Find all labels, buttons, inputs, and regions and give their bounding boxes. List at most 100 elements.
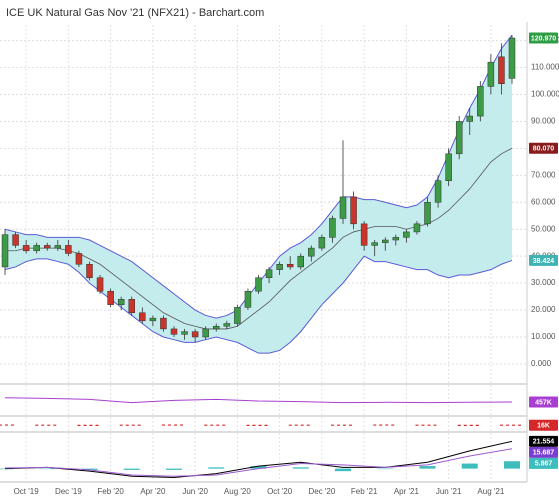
price-tag [529,446,558,458]
y-tick-label: 50.000 [531,224,556,233]
candle-body [286,264,294,268]
candle-body [96,277,104,292]
histogram-bar [39,468,56,470]
candle-body [487,61,495,87]
indicator-line [4,397,513,404]
x-tick-label: Jun '20 [182,487,208,496]
candle-body [297,255,304,268]
candle-body [107,290,114,305]
candle-body [434,180,442,203]
candle-body [191,331,199,338]
histogram-bar [461,463,478,469]
y-tick-label: 10.000 [531,332,556,341]
candle-body [202,328,209,338]
price-tag [529,142,558,154]
macd-line [4,440,513,478]
candle-body [213,325,220,330]
candle-body [12,234,19,246]
candle-body [403,231,410,238]
x-tick-label: Aug '21 [477,487,504,496]
price-tag [529,457,558,469]
candle-body [371,242,378,246]
candle-body [170,328,178,335]
x-tick-label: Feb '21 [351,487,378,496]
y-tick-label: 30.000 [531,278,556,287]
histogram-bar [166,468,182,470]
candle-body [498,56,505,84]
x-tick-label: Oct '19 [14,487,40,496]
price-tag-label: 21.554 [533,439,555,446]
band-line [4,255,513,354]
price-tag [529,32,558,44]
candle-body [149,317,157,322]
candle-body [65,245,72,254]
y-tick-label: 90.000 [531,117,556,126]
candle-body [445,153,452,181]
price-tag-label: 15.687 [533,450,555,457]
price-tag [529,419,558,431]
y-tick-label: 0.000 [531,359,552,368]
y-tick-label: 60.000 [531,197,556,206]
candle-body [128,299,135,314]
histogram-bar [81,468,98,470]
candle-body [44,245,51,249]
candle-body [181,331,188,335]
x-tick-label: Oct '20 [267,487,293,496]
price-tag-label: 80.070 [533,146,555,153]
candle-body [413,223,421,233]
candle-body [360,223,368,246]
candle-body [466,115,473,122]
candle-body [265,269,273,278]
candle-body [139,312,146,322]
candle-body [244,290,252,308]
candle-body [223,323,231,327]
x-tick-label: Feb '20 [97,487,124,496]
candle-body [234,307,241,324]
price-tag-label: 120.970 [531,35,556,42]
band-fill [5,35,512,354]
x-tick-label: Aug '20 [224,487,251,496]
candle-body [75,253,83,265]
candle-body [329,218,336,238]
price-tag-label: 16K [537,423,550,430]
histogram-bar [208,467,225,469]
y-tick-label: 100.000 [531,90,559,99]
x-tick-label: Dec '20 [308,487,335,496]
candle-body [276,264,283,270]
histogram-bar [292,467,309,469]
histogram-bar [504,461,520,469]
candle-body [477,86,484,117]
candle-body [455,121,463,155]
histogram-bar [335,468,351,472]
x-tick-label: Apr '20 [140,487,166,496]
candle-body [382,239,389,243]
macd-line [4,448,513,477]
histogram-bar [419,466,436,469]
candle-body [318,237,326,249]
x-tick-label: Apr '21 [394,487,420,496]
candle-body [392,237,400,241]
candle-body [308,247,315,257]
y-tick-label: 110.000 [531,63,559,72]
price-tag [529,396,558,408]
histogram-bar [377,468,394,470]
candle-body [508,37,516,79]
histogram-bar [123,468,140,470]
candle-body [22,245,30,252]
candle-body [339,196,347,219]
candle-body [424,202,431,225]
price-tag [529,254,558,266]
candle-body [117,299,125,305]
candle-body [1,234,9,268]
price-tag-label: 457K [535,399,552,406]
price-tag-label: 5.867 [535,461,553,468]
candle-body [255,277,262,292]
candle-body [86,264,93,278]
candle-body [350,196,357,225]
x-tick-label: Dec '19 [55,487,82,496]
y-tick-label: 20.000 [531,305,556,314]
candle-body [33,245,40,252]
y-tick-label: 70.000 [531,170,556,179]
candle-body [54,245,62,249]
